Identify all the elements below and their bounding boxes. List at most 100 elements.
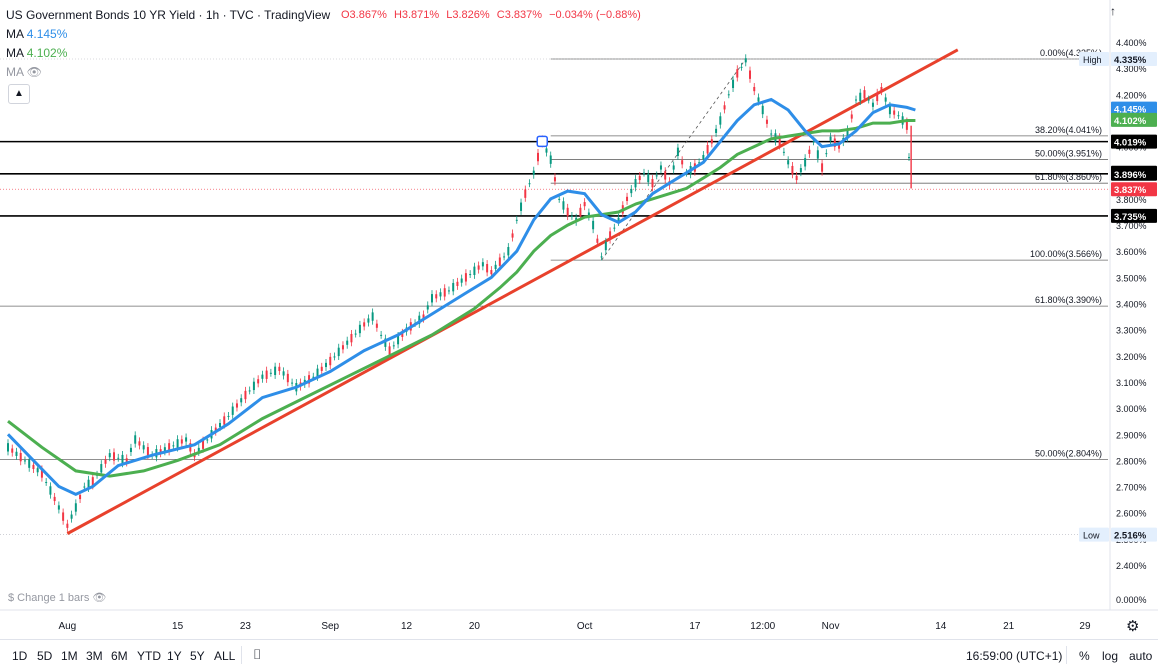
candle-body bbox=[549, 155, 552, 164]
candle-body bbox=[146, 447, 149, 456]
eye-hidden-icon[interactable]: 👁︎ bbox=[92, 592, 107, 604]
candle-body bbox=[795, 175, 798, 181]
candle-body bbox=[100, 464, 103, 473]
candle-body bbox=[70, 514, 73, 519]
price-label-bg bbox=[1111, 134, 1157, 149]
toolbar-divider bbox=[1066, 646, 1067, 664]
candle-body bbox=[363, 322, 366, 327]
price-label: 3.735% bbox=[1114, 212, 1147, 223]
arrow-up-icon: ↑ bbox=[1110, 4, 1116, 18]
y-tick-label: 4.300% bbox=[1116, 64, 1147, 74]
candle-body bbox=[384, 338, 387, 347]
candle-body bbox=[871, 102, 874, 107]
change-indicator-label[interactable]: $ Change 1 bars 👁︎ bbox=[8, 591, 106, 604]
candle-body bbox=[698, 162, 701, 164]
auto-scale-toggle[interactable]: auto bbox=[1129, 649, 1153, 663]
gear-icon[interactable]: ⚙ bbox=[1126, 618, 1140, 635]
fib-level-label: 50.00%(3.951%) bbox=[1035, 148, 1102, 158]
candle-body bbox=[838, 144, 841, 149]
candle-body bbox=[108, 453, 111, 458]
candle-body bbox=[515, 219, 518, 221]
candle-body bbox=[206, 439, 209, 441]
legend-ma-slow[interactable]: MA 4.102% bbox=[6, 46, 67, 60]
range-button-3m[interactable]: 3M bbox=[86, 649, 103, 663]
candle-body bbox=[53, 496, 56, 502]
candle-body bbox=[235, 403, 238, 408]
price-label-bg bbox=[1111, 166, 1157, 181]
candle-body bbox=[710, 139, 713, 144]
candle-body bbox=[354, 333, 357, 335]
candle-body bbox=[626, 196, 629, 201]
candle-body bbox=[7, 443, 9, 452]
range-button-all[interactable]: ALL bbox=[214, 649, 236, 663]
ma-fast-line[interactable] bbox=[6, 97, 916, 497]
candle-body bbox=[367, 318, 370, 323]
candle-body bbox=[219, 423, 221, 428]
swing-point-marker[interactable] bbox=[536, 135, 548, 148]
log-scale-toggle[interactable]: log bbox=[1102, 649, 1119, 663]
candle-body bbox=[426, 305, 429, 310]
candle-body bbox=[49, 486, 52, 495]
candle-body bbox=[45, 481, 48, 483]
ohlc-open: O3.867% bbox=[341, 9, 387, 21]
candle-body bbox=[812, 141, 815, 143]
legend-ma-hidden[interactable]: MA 👁︎ bbox=[6, 65, 42, 79]
date-range-icon[interactable]: ⌷ bbox=[253, 646, 262, 662]
candle-body bbox=[761, 105, 764, 115]
y-tick-label: 2.600% bbox=[1116, 509, 1147, 519]
candle-body bbox=[125, 458, 128, 463]
candle-body bbox=[113, 452, 115, 461]
candle-body bbox=[460, 278, 463, 283]
timezone-clock[interactable]: 16:59:00 (UTC+1) bbox=[966, 649, 1063, 663]
candle-body bbox=[765, 119, 768, 124]
candle-body bbox=[57, 505, 60, 510]
candle-body bbox=[308, 375, 311, 384]
fib-level-label: 61.80%(3.860%) bbox=[1035, 172, 1102, 182]
candle-body bbox=[570, 215, 573, 217]
candle-body bbox=[185, 437, 188, 442]
legend-ma-fast[interactable]: MA 4.145% bbox=[6, 27, 67, 41]
range-button-5y[interactable]: 5Y bbox=[190, 649, 205, 663]
price-label-bg bbox=[1111, 101, 1157, 116]
uptrend-line[interactable] bbox=[66, 48, 959, 535]
candle-body bbox=[286, 373, 289, 383]
candle-body bbox=[477, 265, 480, 270]
percent-scale-toggle[interactable]: % bbox=[1079, 649, 1090, 663]
range-button-1d[interactable]: 1D bbox=[12, 649, 28, 663]
x-tick-label: 12:00 bbox=[750, 621, 775, 632]
chart-canvas[interactable]: 0.00%(4.335%) 38.20%(4.041%) 50.00%(3.951%… bbox=[0, 0, 1158, 640]
y-tick-label: 3.300% bbox=[1116, 326, 1147, 336]
chevron-up-icon: ▲ bbox=[14, 88, 24, 99]
eye-hidden-icon[interactable]: 👁︎ bbox=[26, 65, 42, 79]
candle-body bbox=[613, 227, 616, 229]
collapse-legend-button[interactable]: ▲ bbox=[8, 84, 30, 104]
range-button-ytd[interactable]: YTD bbox=[137, 649, 161, 663]
change-label-text: $ Change 1 bars bbox=[8, 592, 90, 604]
candle-body bbox=[443, 288, 446, 297]
candle-body bbox=[401, 332, 404, 337]
legend-ma-slow-name: MA bbox=[6, 46, 24, 60]
candle-body bbox=[202, 440, 205, 449]
scroll-up-button[interactable]: ↑ bbox=[1110, 4, 1116, 18]
range-button-5d[interactable]: 5D bbox=[37, 649, 53, 663]
ohlc-change: −0.034% (−0.88%) bbox=[549, 9, 641, 21]
candle-body bbox=[829, 136, 832, 141]
candle-body bbox=[681, 160, 684, 165]
candle-body bbox=[859, 92, 862, 102]
y-tick-label: 4.200% bbox=[1116, 90, 1147, 100]
y-tick-label: 3.500% bbox=[1116, 273, 1147, 283]
price-label: 3.896% bbox=[1114, 170, 1147, 181]
range-button-6m[interactable]: 6M bbox=[111, 649, 128, 663]
candle-body bbox=[447, 290, 450, 292]
candle-body bbox=[269, 372, 272, 374]
price-label-bg bbox=[1111, 182, 1157, 197]
legend-ma-fast-name: MA bbox=[6, 27, 24, 41]
y-tick-label: 3.100% bbox=[1116, 378, 1147, 388]
range-button-1m[interactable]: 1M bbox=[61, 649, 78, 663]
candle-body bbox=[456, 281, 459, 286]
x-tick-label: 20 bbox=[469, 621, 481, 632]
range-button-1y[interactable]: 1Y bbox=[167, 649, 182, 663]
candle-body bbox=[23, 460, 26, 462]
fib-trend-dashed[interactable] bbox=[601, 58, 747, 261]
candle-body bbox=[248, 390, 251, 392]
